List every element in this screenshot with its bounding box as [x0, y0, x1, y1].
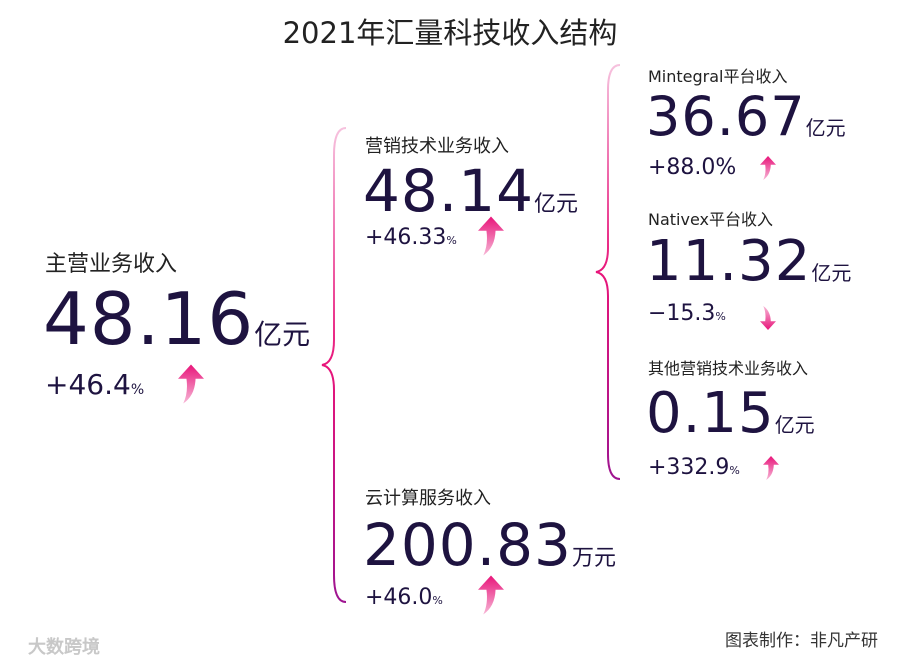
cloud-change-value: +46.0 — [365, 585, 433, 610]
mintegral-change-value: +88.0 — [648, 155, 716, 180]
chart-credit: 图表制作：非凡产研 — [725, 631, 878, 651]
mintegral-value-group: 36.67亿元 — [646, 90, 846, 144]
other-label: 其他营销技术业务收入 — [648, 359, 809, 378]
mintegral-value: 36.67 — [646, 85, 806, 148]
mintegral-change: +88.0% — [648, 155, 736, 180]
cloud-label: 云计算服务收入 — [365, 488, 491, 509]
cloud-unit: 万元 — [571, 546, 616, 571]
other-change-value: +332.9 — [648, 455, 730, 480]
main-value-group: 48.16亿元 — [43, 283, 310, 355]
main-change: +46.4% — [45, 368, 144, 401]
marketing-unit: 亿元 — [534, 192, 579, 217]
brace-marketing — [595, 64, 621, 480]
up-arrow-icon — [478, 573, 504, 617]
nativex-change-value: −15.3 — [648, 301, 716, 326]
marketing-label: 营销技术业务收入 — [365, 136, 509, 157]
chart-title: 2021年汇量科技收入结构 — [282, 16, 618, 50]
other-value-group: 0.15亿元 — [646, 386, 815, 442]
watermark: 大数跨境 — [28, 637, 100, 658]
main-change-pct: % — [130, 382, 145, 398]
main-value: 48.16 — [43, 277, 255, 361]
main-unit: 亿元 — [254, 318, 311, 351]
main-label: 主营业务收入 — [45, 252, 178, 277]
nativex-unit: 亿元 — [811, 261, 852, 285]
other-change: +332.9% — [648, 455, 740, 480]
marketing-change: +46.33% — [365, 225, 457, 250]
brace-main — [321, 127, 347, 603]
main-change-value: +46.4 — [45, 368, 131, 401]
mintegral-unit: 亿元 — [805, 116, 846, 140]
up-arrow-icon — [763, 454, 779, 482]
down-arrow-icon — [760, 304, 776, 332]
up-arrow-icon — [760, 154, 776, 182]
nativex-label: Nativex平台收入 — [648, 210, 773, 229]
cloud-value: 200.83 — [363, 511, 572, 579]
nativex-value: 11.32 — [646, 229, 812, 294]
marketing-change-pct: % — [446, 234, 457, 247]
other-value: 0.15 — [646, 381, 775, 446]
mintegral-change-pct: % — [715, 155, 737, 180]
nativex-change: −15.3% — [648, 301, 726, 326]
marketing-value-group: 48.14亿元 — [363, 162, 578, 220]
cloud-change: +46.0% — [365, 585, 443, 610]
marketing-value: 48.14 — [363, 157, 535, 225]
mintegral-label: Mintegral平台收入 — [648, 67, 788, 86]
up-arrow-icon — [478, 214, 504, 258]
nativex-value-group: 11.32亿元 — [646, 234, 851, 290]
nativex-change-pct: % — [715, 310, 726, 323]
other-unit: 亿元 — [774, 413, 815, 437]
marketing-change-value: +46.33 — [365, 225, 447, 250]
cloud-value-group: 200.83万元 — [363, 516, 616, 574]
other-change-pct: % — [729, 464, 740, 477]
cloud-change-pct: % — [432, 594, 443, 607]
up-arrow-icon — [178, 362, 204, 406]
